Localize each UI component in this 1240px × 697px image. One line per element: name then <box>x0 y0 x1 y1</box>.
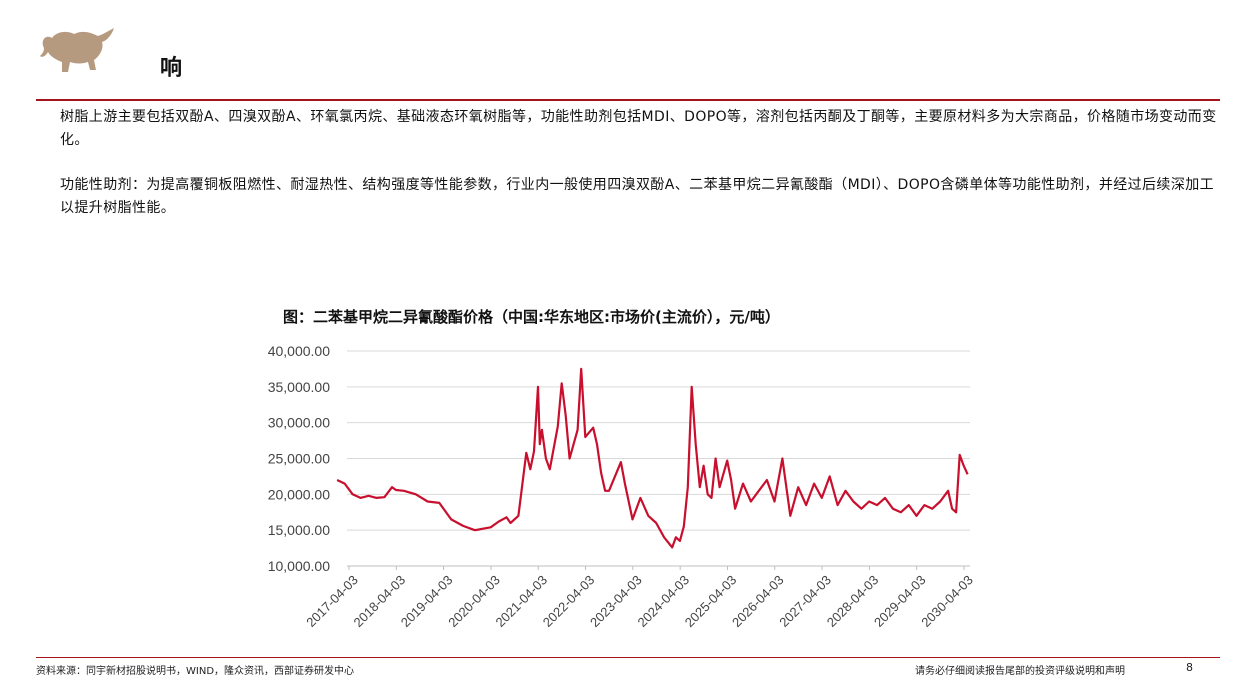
y-tick-label: 20,000.00 <box>268 486 330 502</box>
y-tick-label: 35,000.00 <box>268 379 330 395</box>
y-tick-label: 15,000.00 <box>268 522 330 538</box>
y-tick-label: 40,000.00 <box>268 343 330 359</box>
footer-divider <box>36 657 1220 658</box>
footer-source: 资料来源：同宇新材招股说明书，WIND，隆众资讯，西部证券研发中心 <box>36 666 355 677</box>
paragraph-additives: 功能性助剂：为提高覆铜板阻燃性、耐湿热性、结构强度等性能参数，行业内一般使用四溴… <box>60 177 1215 216</box>
y-axis: 40,000.00 35,000.00 30,000.00 25,000.00 20,0… <box>268 343 330 574</box>
chart-series <box>336 367 969 549</box>
chart-title: 图：二苯基甲烷二异氰酸酯价格（中国:华东地区:市场价(主流价），元/吨） <box>283 308 780 326</box>
company-logo <box>40 28 114 72</box>
y-tick-label: 10,000.00 <box>268 558 330 574</box>
y-tick-label: 25,000.00 <box>268 451 330 467</box>
bull-logo-icon <box>40 28 114 72</box>
paragraph-upstream: 树脂上游主要包括双酚A、四溴双酚A、环氧氯丙烷、基础液态环氧树脂等，功能性助剂包… <box>60 109 1217 148</box>
x-axis: 2017-04-032018-04-032019-04-032020-04-03… <box>303 566 976 630</box>
chart-grid <box>347 350 970 567</box>
header-divider <box>36 99 1220 101</box>
series-line-mdi-price <box>336 367 969 549</box>
y-tick-label: 30,000.00 <box>268 415 330 431</box>
x-tick-label: 2030-04-03 <box>918 572 976 630</box>
page-title: 响 <box>160 56 183 81</box>
page-number: 8 <box>1186 661 1193 674</box>
footer-disclaimer-link[interactable]: 请务必仔细阅读报告尾部的投资评级说明和声明 <box>915 666 1125 677</box>
